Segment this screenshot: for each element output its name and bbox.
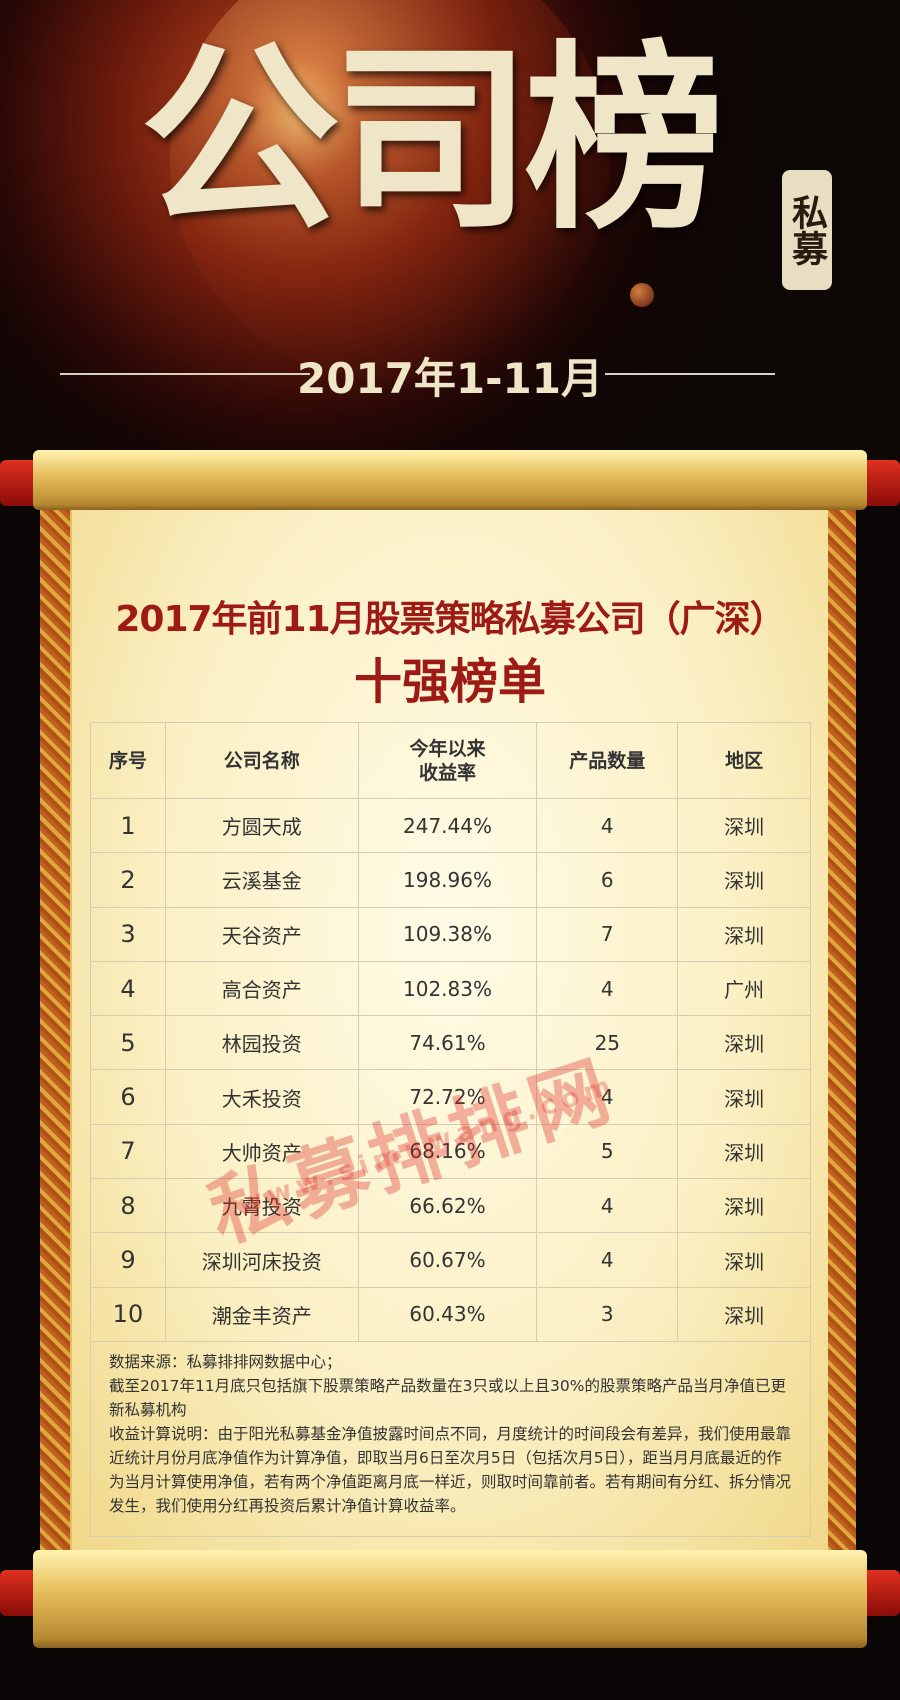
region-cell: 深圳 [677, 1232, 811, 1288]
company-cell: 深圳河床投资 [164, 1232, 359, 1288]
product-count-cell: 7 [536, 906, 679, 962]
product-count-cell: 25 [536, 1015, 679, 1071]
company-cell: 林园投资 [164, 1015, 359, 1071]
scroll-roller-bottom [33, 1550, 867, 1648]
company-cell: 潮金丰资产 [164, 1286, 359, 1342]
region-cell: 深圳 [677, 797, 811, 854]
list-heading: 2017年前11月股票策略私募公司（广深） [115, 599, 785, 640]
product-count-cell: 4 [536, 797, 679, 854]
region-cell: 深圳 [677, 1178, 811, 1234]
column-header: 产品数量 [536, 722, 679, 799]
list-subheading: 十强榜单 [353, 654, 546, 710]
table-row: 3 天谷资产 109.38% 7 深圳 [90, 906, 811, 962]
return-cell: 60.67% [357, 1232, 538, 1288]
rank-cell: 4 [90, 960, 166, 1017]
table-row: 6 大禾投资 72.72% 4 深圳 [90, 1069, 811, 1125]
table-row: 5 林园投资 74.61% 25 深圳 [90, 1015, 811, 1071]
return-cell: 247.44% [357, 797, 538, 854]
table-row: 8 九霄投资 66.62% 4 深圳 [90, 1178, 811, 1234]
notes: 数据来源：私募排排网数据中心； 截至2017年11月底只包括旗下股票策略产品数量… [90, 1342, 811, 1537]
return-cell: 72.72% [357, 1069, 538, 1125]
scroll-roller-top [33, 450, 867, 510]
region-cell: 广州 [677, 960, 811, 1017]
moon-graphic [630, 283, 654, 307]
rank-cell: 2 [90, 852, 166, 908]
banner-title: 公司榜 [140, 22, 724, 257]
rank-cell: 3 [90, 906, 166, 962]
planet-graphic [170, 0, 610, 380]
column-header: 公司名称 [164, 722, 359, 799]
return-cell: 109.38% [357, 906, 538, 962]
rank-cell: 10 [90, 1286, 166, 1342]
region-cell: 深圳 [677, 1069, 811, 1125]
scroll-border-left [40, 505, 70, 1555]
company-cell: 高合资产 [164, 960, 359, 1017]
divider-left [60, 373, 310, 375]
rank-cell: 9 [90, 1232, 166, 1288]
product-count-cell: 4 [536, 1232, 679, 1288]
table-row: 1 方圆天成 247.44% 4 深圳 [90, 797, 811, 854]
hero-banner: 公司榜 私募 2017年1-11月 [0, 0, 900, 460]
divider-right [605, 373, 775, 375]
note-method: 收益计算说明：由于阳光私募基金净值披露时间点不同，月度统计的时间段会有差异，我们… [109, 1425, 792, 1515]
table-row: 2 云溪基金 198.96% 6 深圳 [90, 852, 811, 908]
rank-cell: 1 [90, 797, 166, 854]
period-label: 2017年1-11月 [297, 354, 603, 403]
return-cell: 198.96% [357, 852, 538, 908]
product-count-cell: 6 [536, 852, 679, 908]
ranking-table: 序号 公司名称 今年以来 收益率 产品数量 地区 1 方圆天成 247.44% 4 深圳 2 云溪基… [90, 722, 811, 1342]
table-header: 序号 公司名称 今年以来 收益率 产品数量 地区 [90, 722, 811, 799]
product-count-cell: 5 [536, 1123, 679, 1180]
scroll-border-right [826, 505, 856, 1555]
company-cell: 云溪基金 [164, 852, 359, 908]
company-cell: 方圆天成 [164, 797, 359, 854]
company-cell: 大禾投资 [164, 1069, 359, 1125]
region-cell: 深圳 [677, 1123, 811, 1180]
table-row: 10 潮金丰资产 60.43% 3 深圳 [90, 1286, 811, 1342]
return-cell: 74.61% [357, 1015, 538, 1071]
product-count-cell: 4 [536, 1069, 679, 1125]
company-cell: 九霄投资 [164, 1178, 359, 1234]
region-cell: 深圳 [677, 1286, 811, 1342]
rank-cell: 8 [90, 1178, 166, 1234]
region-cell: 深圳 [677, 906, 811, 962]
column-header: 地区 [677, 722, 811, 799]
table-row: 4 高合资产 102.83% 4 广州 [90, 960, 811, 1017]
rank-cell: 6 [90, 1069, 166, 1125]
return-cell: 68.16% [357, 1123, 538, 1180]
return-cell: 102.83% [357, 960, 538, 1017]
region-cell: 深圳 [677, 852, 811, 908]
rank-cell: 7 [90, 1123, 166, 1180]
table-row: 9 深圳河床投资 60.67% 4 深圳 [90, 1232, 811, 1288]
product-count-cell: 4 [536, 1178, 679, 1234]
return-cell: 60.43% [357, 1286, 538, 1342]
column-header: 序号 [90, 722, 166, 799]
region-cell: 深圳 [677, 1015, 811, 1071]
note-source: 数据来源：私募排排网数据中心； [109, 1353, 342, 1371]
return-cell: 66.62% [357, 1178, 538, 1234]
rank-cell: 5 [90, 1015, 166, 1071]
column-header: 今年以来 收益率 [357, 722, 538, 799]
product-count-cell: 3 [536, 1286, 679, 1342]
note-scope: 截至2017年11月底只包括旗下股票策略产品数量在3只或以上且30%的股票策略产… [109, 1377, 786, 1419]
product-count-cell: 4 [536, 960, 679, 1017]
banner-tag: 私募 [782, 170, 832, 290]
company-cell: 天谷资产 [164, 906, 359, 962]
